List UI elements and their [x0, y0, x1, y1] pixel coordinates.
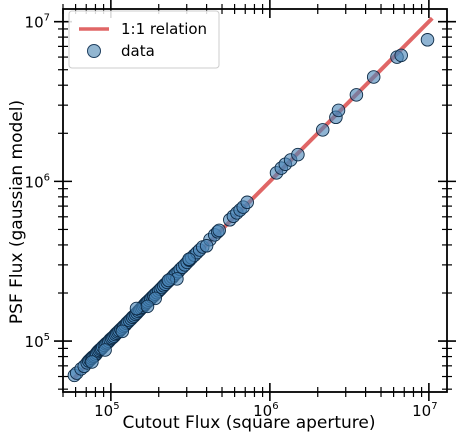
data-point — [129, 301, 144, 316]
legend: 1:1 relation data — [68, 10, 220, 69]
x-tick-label: 106 — [253, 401, 278, 420]
data-point — [394, 48, 408, 63]
y-axis-label: PSF Flux (gaussian model) — [7, 100, 27, 324]
data-point — [420, 33, 435, 47]
y-tick-label: 105 — [25, 332, 50, 351]
y-tick-label: 107 — [25, 13, 50, 32]
data-point — [115, 324, 130, 339]
data-point — [315, 123, 330, 137]
plot-area — [62, 8, 448, 393]
data-points-layer — [67, 33, 435, 383]
axis-ticks — [54, 0, 456, 401]
tick-labels: 105 106 107 105 106 107 — [25, 13, 438, 420]
data-point — [161, 273, 176, 288]
data-point — [199, 239, 214, 253]
y-tick-label: 106 — [25, 172, 50, 191]
legend-label-data: data — [121, 42, 155, 60]
data-point — [140, 299, 155, 314]
data-point — [240, 195, 254, 210]
legend-box — [68, 10, 220, 69]
data-point — [331, 103, 346, 118]
legend-marker-swatch — [87, 44, 101, 58]
x-tick-label: 107 — [412, 401, 437, 420]
data-point — [182, 252, 196, 267]
legend-label-relation: 1:1 relation — [121, 20, 207, 38]
data-point — [212, 223, 226, 238]
data-point — [291, 147, 305, 162]
data-point — [349, 88, 364, 102]
data-point — [85, 355, 99, 369]
x-axis-label: Cutout Flux (square aperture) — [122, 413, 375, 433]
data-point — [98, 343, 112, 357]
x-tick-label: 105 — [94, 401, 119, 420]
data-point — [366, 70, 381, 84]
